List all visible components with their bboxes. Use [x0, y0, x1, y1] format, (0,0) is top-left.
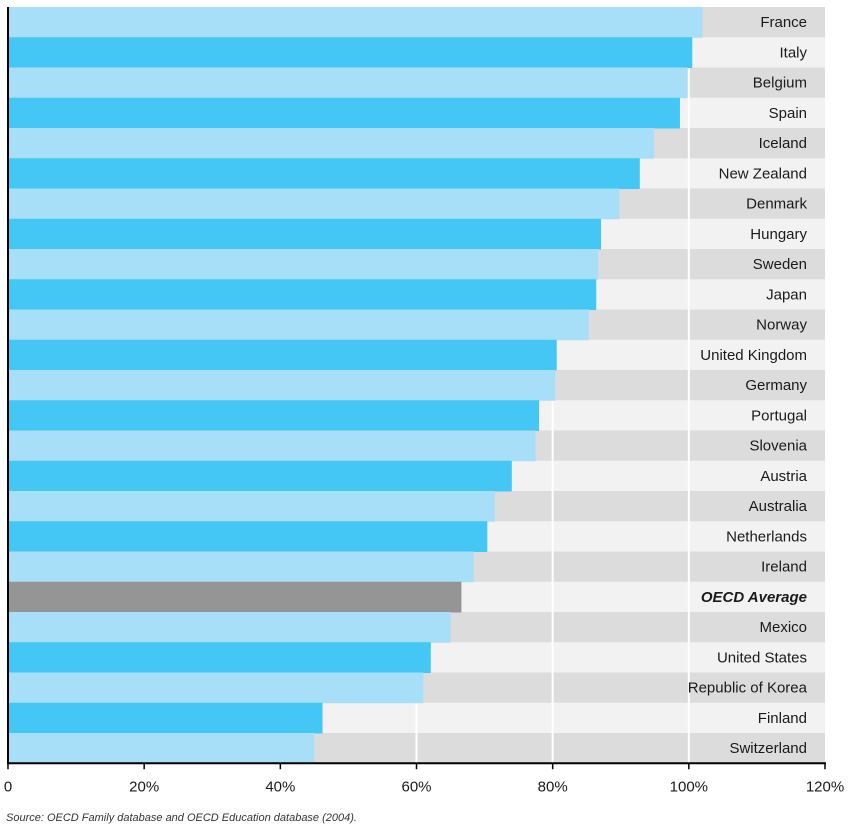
source-note: Source: OECD Family database and OECD Ed… — [6, 812, 357, 824]
bar — [8, 491, 495, 522]
category-label: Netherlands — [726, 528, 807, 545]
bar — [8, 642, 431, 673]
bar — [8, 460, 512, 492]
bar — [8, 612, 451, 643]
bar — [8, 551, 474, 583]
x-tick-label: 100% — [670, 778, 708, 795]
country-labels: France Italy Belgium Spain Iceland New Zealan… — [688, 14, 808, 757]
bar — [8, 97, 680, 129]
category-label: Switzerland — [729, 740, 807, 757]
bars — [8, 7, 703, 764]
x-tick-label: 60% — [401, 778, 431, 795]
category-label: Ireland — [761, 559, 807, 576]
category-label: Spain — [769, 105, 807, 122]
x-axis: 0 20% 40% 60% 80% 100% 120% — [4, 7, 844, 795]
bar — [8, 188, 620, 220]
bar — [8, 430, 536, 462]
bar — [8, 702, 323, 734]
bar — [8, 279, 597, 310]
category-label: Italy — [779, 44, 807, 61]
category-label: Denmark — [746, 196, 807, 213]
category-label: Slovenia — [749, 438, 807, 455]
category-label: Japan — [766, 286, 807, 303]
bar — [8, 521, 488, 552]
category-label: Norway — [756, 317, 807, 334]
bar — [8, 309, 589, 341]
category-label: Belgium — [753, 75, 807, 92]
bar — [8, 370, 556, 401]
bar — [8, 67, 688, 99]
bar — [8, 339, 557, 371]
category-label: New Zealand — [719, 165, 807, 182]
category-label: Republic of Korea — [688, 680, 808, 697]
bar — [8, 7, 703, 38]
category-label: Portugal — [751, 407, 807, 424]
category-label: Finland — [758, 710, 807, 727]
category-label: Sweden — [753, 256, 807, 273]
category-label: OECD Average — [701, 589, 807, 606]
x-tick-label: 0 — [4, 778, 12, 795]
category-label: Austria — [760, 468, 807, 485]
x-tick-label: 120% — [806, 778, 844, 795]
bar — [8, 400, 540, 431]
bar — [8, 128, 655, 159]
bar-oecd-average — [8, 581, 462, 613]
category-label: Iceland — [759, 135, 807, 152]
bar — [8, 249, 599, 280]
bar — [8, 37, 693, 68]
x-tick-label: 20% — [129, 778, 159, 795]
category-label: France — [760, 14, 807, 31]
x-tick-label: 40% — [265, 778, 295, 795]
bar-chart: France Italy Belgium Spain Iceland New Zealan… — [4, 7, 844, 795]
category-label: United States — [717, 649, 807, 666]
bar — [8, 158, 640, 189]
x-tick-label: 80% — [538, 778, 568, 795]
category-label: Germany — [745, 377, 807, 394]
bar — [8, 733, 315, 764]
category-label: Australia — [749, 498, 808, 515]
category-label: United Kingdom — [700, 347, 807, 364]
category-label: Hungary — [750, 226, 807, 243]
category-label: Mexico — [759, 619, 807, 636]
bar — [8, 218, 602, 250]
bar — [8, 672, 424, 704]
